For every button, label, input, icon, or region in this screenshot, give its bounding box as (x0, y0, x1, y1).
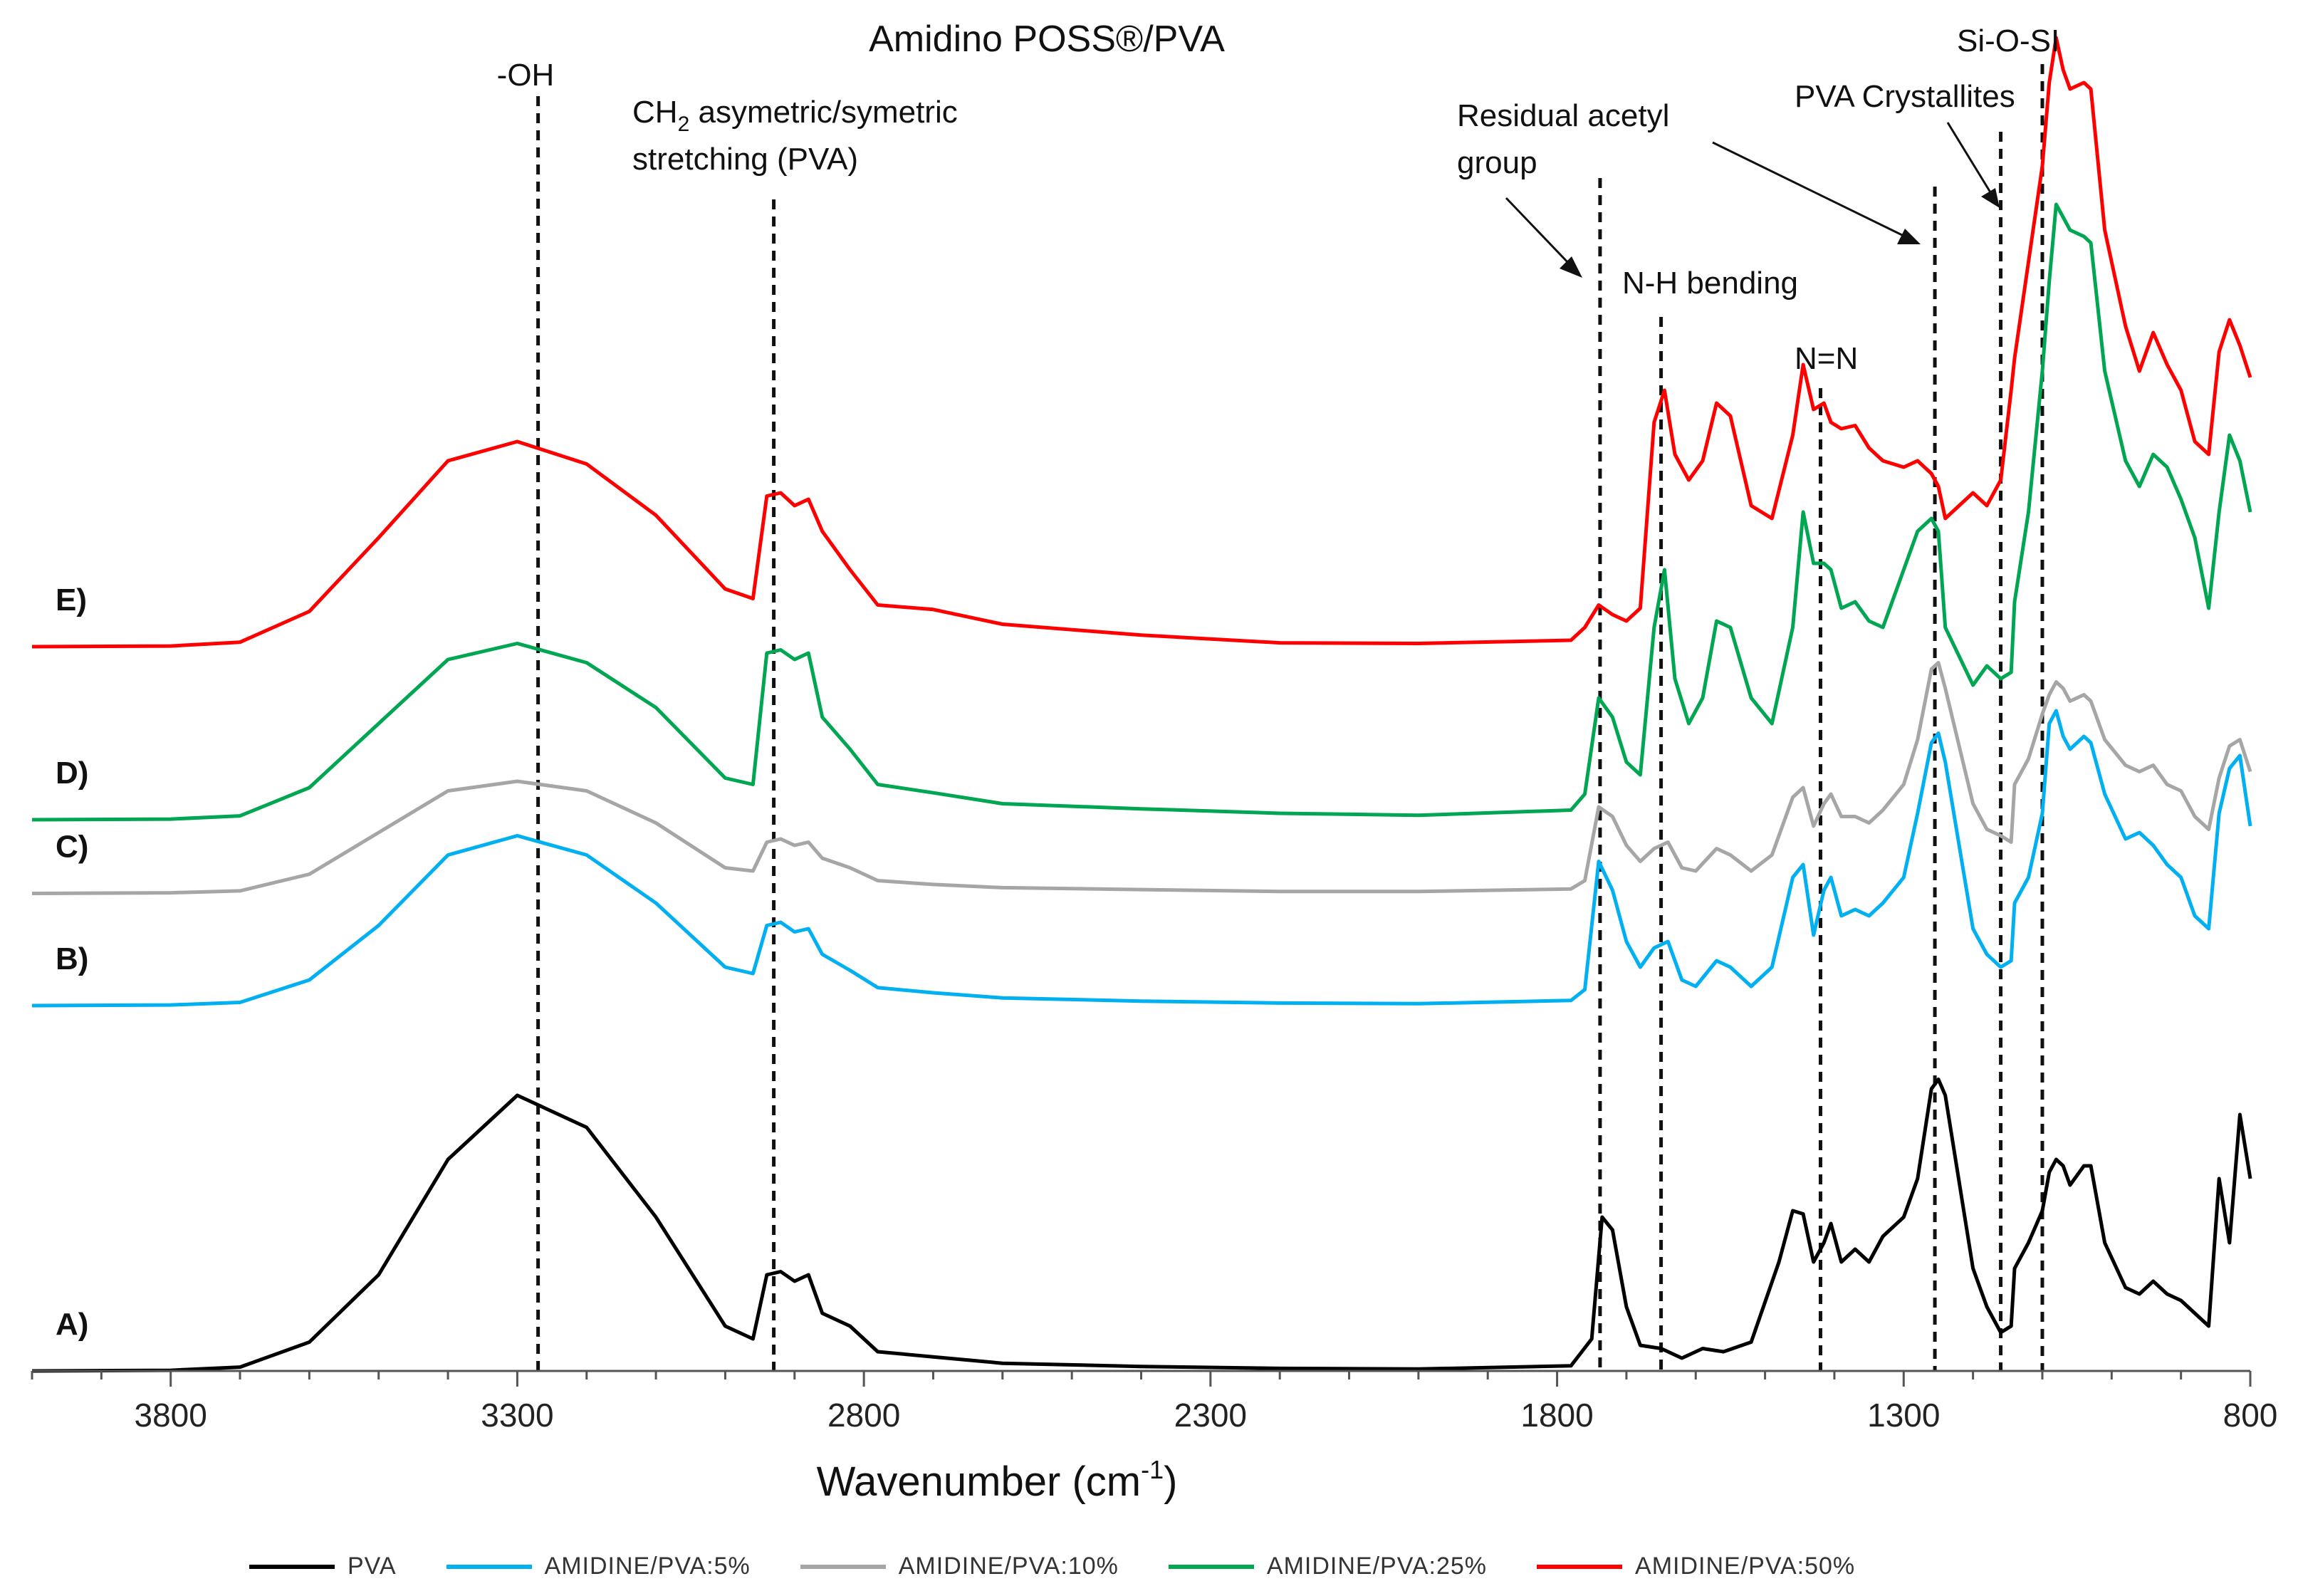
chart-title: Amidino POSS®/PVA (869, 19, 1225, 60)
x-tick-label: 2300 (1174, 1397, 1247, 1434)
annotation-acetyl-line1: Residual acetyl (1457, 98, 1669, 133)
series-line-1 (31, 709, 2252, 1008)
series-label-4: E) (56, 583, 87, 617)
x-axis-label-close: ) (1164, 1459, 1177, 1505)
series-label-0: A) (56, 1307, 88, 1342)
arrow-crystallites-2 (1946, 122, 1992, 193)
legend-item-5: AMIDINE/PVA:5% (446, 1553, 751, 1580)
annotation-ch2-line2: stretching (PVA) (632, 142, 858, 177)
annotation-ch2-line1: CH2 asymetric/symetric (632, 95, 958, 136)
legend-label: AMIDINE/PVA:5% (544, 1553, 751, 1580)
annotation-pva-crystallites: PVA Crystallites (1795, 79, 2015, 114)
x-tick-label: 800 (2223, 1397, 2278, 1434)
annotation-si-o-si: Si-O-SI (1957, 24, 2059, 58)
arrow-crystallites-1 (1712, 141, 1906, 238)
arrowhead-acetyl (1560, 256, 1582, 278)
legend-swatch (800, 1564, 886, 1569)
series-line-4 (31, 36, 2252, 649)
legend-item-50: AMIDINE/PVA:50% (1537, 1553, 1855, 1580)
series-label-3: D) (56, 756, 88, 791)
series-line-3 (31, 202, 2252, 822)
arrowhead-crystallites-1 (1897, 229, 1921, 244)
series-labels: A) B) C) D) E) (56, 583, 88, 1342)
legend-label: PVA (348, 1553, 397, 1580)
x-tick-label: 3300 (481, 1397, 553, 1434)
legend-item-25: AMIDINE/PVA:25% (1168, 1553, 1488, 1580)
x-axis-label: Wavenumber (cm-1) (817, 1455, 1178, 1505)
x-axis-ticks: 3800 3300 2800 2300 1800 1300 800 (31, 1371, 2278, 1434)
annotation-oh: -OH (497, 58, 555, 93)
legend-swatch (446, 1564, 532, 1569)
legend-label: AMIDINE/PVA:25% (1266, 1553, 1488, 1580)
series-line-0 (31, 1078, 2252, 1373)
x-axis-label-main: Wavenumber (cm (817, 1459, 1142, 1505)
arrow-acetyl (1505, 197, 1572, 266)
x-axis-label-sup: -1 (1141, 1455, 1164, 1484)
x-tick-label: 3800 (135, 1397, 207, 1434)
annotation-nn: N=N (1795, 341, 1858, 376)
legend-label: AMIDINE/PVA:50% (1635, 1553, 1856, 1580)
annotation-acetyl-line2: group (1457, 145, 1537, 180)
x-tick-label: 1800 (1520, 1397, 1593, 1434)
legend-label: AMIDINE/PVA:10% (898, 1553, 1119, 1580)
arrowhead-crystallites-2 (1981, 188, 2000, 208)
legend-swatch (1168, 1564, 1254, 1569)
legend-item-pva: PVA (249, 1553, 397, 1580)
annotation-ch2-sub: 2 (678, 113, 690, 136)
annotation-arrows (1505, 122, 1992, 266)
marker-lines (536, 64, 2044, 1371)
spectra (31, 36, 2252, 1373)
legend-swatch (249, 1564, 335, 1569)
series-label-2: C) (56, 830, 88, 865)
legend-item-10: AMIDINE/PVA:10% (800, 1553, 1119, 1580)
x-tick-label: 2800 (827, 1397, 900, 1434)
chart-legend: PVA AMIDINE/PVA:5% AMIDINE/PVA:10% AMIDI… (249, 1553, 1905, 1580)
x-tick-label: 1300 (1867, 1397, 1940, 1434)
series-line-2 (31, 661, 2252, 895)
annotation-ch2-b: asymetric/symetric (689, 95, 957, 130)
peak-annotations: -OH CH2 asymetric/symetric stretching (P… (497, 24, 2060, 376)
legend-swatch (1537, 1564, 1623, 1569)
annotation-nh-bending: N-H bending (1622, 266, 1798, 301)
annotation-arrowheads (1560, 188, 2000, 278)
series-label-1: B) (56, 942, 88, 976)
annotation-ch2-a: CH (632, 95, 678, 130)
